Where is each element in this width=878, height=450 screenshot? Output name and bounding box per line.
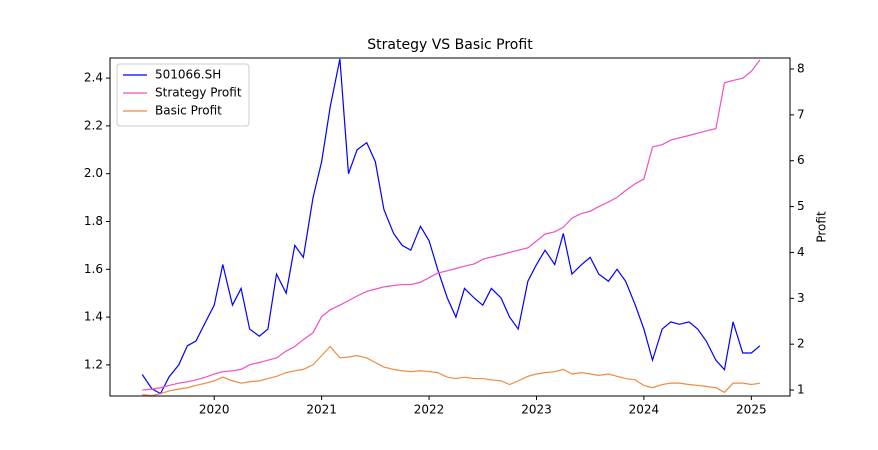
y2-tick-label: 1 xyxy=(797,383,805,397)
y-tick-label: 2.0 xyxy=(84,166,103,180)
y2-tick-label: 7 xyxy=(797,107,805,121)
x-tick-label: 2025 xyxy=(736,403,767,417)
y2-tick-label: 8 xyxy=(797,62,805,76)
y-tick-label: 1.8 xyxy=(84,214,103,228)
y2-tick-label: 5 xyxy=(797,199,805,213)
y-tick-label: 2.4 xyxy=(84,71,103,85)
y2-tick-label: 3 xyxy=(797,291,805,305)
y2-tick-label: 2 xyxy=(797,337,805,351)
legend-label: 501066.SH xyxy=(155,68,221,82)
y2-tick-label: 6 xyxy=(797,153,805,167)
chart-title: Strategy VS Basic Profit xyxy=(367,37,533,53)
y2-tick-label: 4 xyxy=(797,245,805,259)
x-tick-label: 2021 xyxy=(306,403,337,417)
y-tick-label: 2.2 xyxy=(84,118,103,132)
data-line xyxy=(142,59,761,391)
y2-axis-label: Profit xyxy=(815,211,829,243)
plot-frame xyxy=(109,57,791,397)
data-line xyxy=(142,345,761,397)
x-tick-label: 2022 xyxy=(414,403,445,417)
y-tick-label: 1.2 xyxy=(84,357,103,371)
legend-label: Strategy Profit xyxy=(155,86,242,100)
y-tick-label: 1.4 xyxy=(84,310,103,324)
x-tick-label: 2024 xyxy=(629,403,660,417)
x-tick-label: 2023 xyxy=(521,403,552,417)
legend-box xyxy=(116,63,250,127)
legend-label: Basic Profit xyxy=(155,104,222,118)
x-tick-label: 2020 xyxy=(199,403,230,417)
data-line xyxy=(141,58,761,395)
y-tick-label: 1.6 xyxy=(84,262,103,276)
